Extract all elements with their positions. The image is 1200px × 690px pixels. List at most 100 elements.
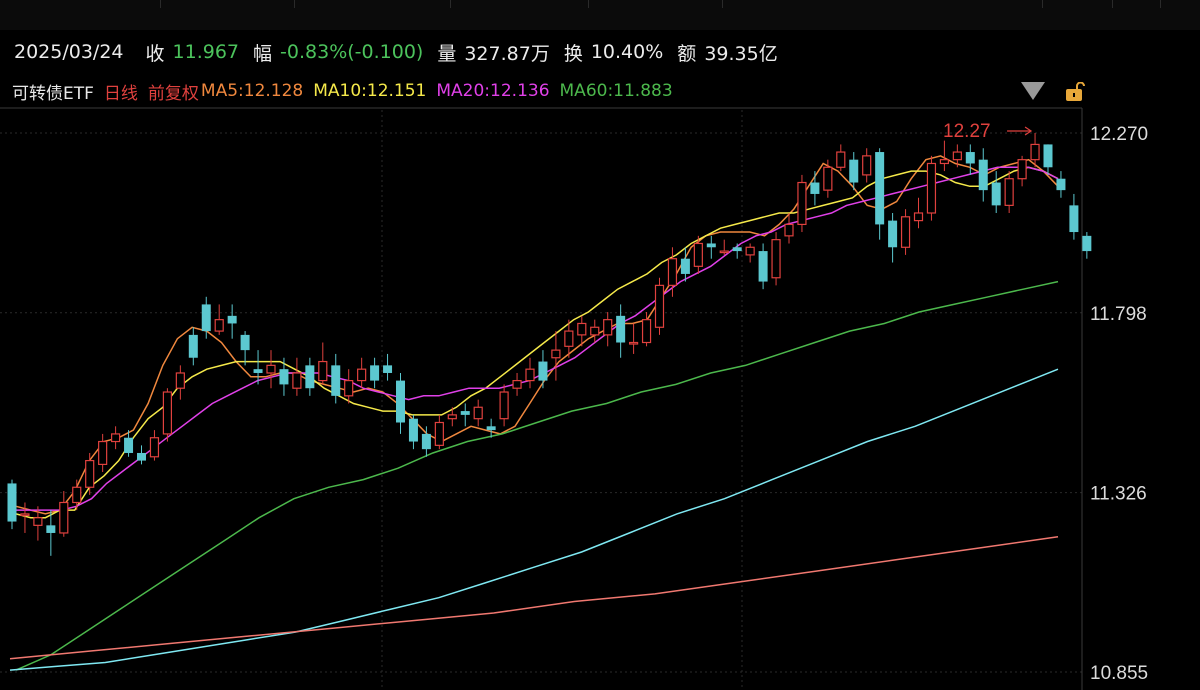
candle-body-down [408, 418, 418, 442]
candle [421, 426, 431, 457]
candle-body-down [538, 361, 548, 381]
candle [900, 209, 911, 255]
candle [370, 357, 380, 389]
dropdown-triangle-icon[interactable] [1021, 82, 1045, 100]
period-selector[interactable]: 日线 [103, 83, 138, 104]
chart-grid [0, 107, 1083, 690]
candle [305, 357, 315, 396]
candle-body-down [875, 152, 885, 225]
candle [1030, 133, 1040, 168]
candle-body-up [33, 517, 43, 526]
candle [797, 174, 807, 233]
candle [1017, 155, 1027, 187]
candle [357, 357, 367, 389]
candle-body-up [512, 379, 522, 389]
candle-body-down [758, 251, 768, 282]
candle [577, 315, 587, 347]
candle-body-down [1082, 235, 1092, 252]
candle [124, 430, 134, 457]
max-price-annotation: 12.27 [943, 121, 1033, 142]
candle-body-up [357, 368, 367, 382]
quote-info-bar: 2025/03/24 收 11.967 幅 -0.83%(-0.100) 量 3… [14, 38, 778, 66]
candle [1056, 171, 1066, 198]
turnover-value: 10.40% [590, 41, 664, 63]
candle-body-up [641, 319, 652, 344]
candle-body-up [836, 151, 846, 168]
candle-body-down [460, 411, 470, 415]
ma-line-ma60 [15, 280, 1059, 671]
candle-body-up [162, 391, 172, 435]
tab-divider [450, 0, 451, 8]
adjust-selector[interactable]: 前复权 [147, 83, 199, 104]
candle [486, 418, 496, 438]
candle-body-up [85, 459, 95, 488]
ma-line-ma20 [16, 166, 1059, 511]
candle-body-down [706, 243, 716, 248]
candle [266, 350, 276, 389]
candle [952, 144, 962, 168]
candle-body-down [396, 380, 405, 423]
candle [175, 365, 185, 400]
candle [991, 171, 1001, 213]
candle-body-down [227, 315, 237, 324]
turnover-label: 换 [563, 42, 583, 65]
close-label: 收 [145, 42, 165, 65]
candle [512, 372, 522, 396]
candle-body-up [344, 379, 354, 397]
candle [667, 247, 678, 297]
candle-body-down [421, 433, 431, 450]
candle [227, 304, 237, 339]
ma-legend: 可转债ETF 日线 前复权 MA5:12.128 MA10:12.151 MA2… [12, 78, 683, 104]
candlesticks [7, 133, 1092, 556]
y-tick-label: 11.798 [1090, 304, 1147, 325]
candle [758, 243, 768, 290]
candle-body-up [525, 368, 535, 382]
candle-body-up [784, 223, 794, 237]
candle [810, 171, 820, 206]
candle [849, 152, 859, 191]
candle-body-up [745, 246, 755, 256]
candle [926, 155, 937, 221]
candle-body-down [991, 182, 1001, 206]
candle-body-down [1056, 178, 1066, 191]
candle-body-up [654, 284, 665, 328]
candle [408, 414, 418, 450]
ma10-legend: MA10:12.151 [313, 81, 427, 101]
candle [473, 399, 483, 427]
moving-average-lines [9, 155, 1059, 671]
candle-body-down [240, 334, 250, 351]
candle-body-down [201, 304, 211, 332]
candle-body-up [862, 155, 872, 176]
candle [525, 357, 535, 389]
y-tick-label: 10.855 [1090, 663, 1148, 684]
tab-divider [160, 0, 161, 8]
candle [7, 479, 17, 530]
candle-body-up [149, 437, 160, 458]
amount-label: 额 [677, 42, 697, 65]
candle [603, 312, 613, 347]
candle [862, 148, 872, 183]
candle [292, 357, 302, 396]
candle-body-up [577, 322, 587, 336]
tab-divider [294, 0, 295, 8]
candle-body-down [978, 159, 988, 191]
candle [279, 357, 289, 396]
candle [46, 510, 56, 556]
candle [253, 350, 263, 385]
candle [240, 331, 250, 366]
max-price-label: 12.27 [943, 121, 991, 142]
lock-icon[interactable] [1064, 82, 1086, 102]
candle [732, 243, 742, 259]
candle [162, 388, 172, 442]
candle-body-down [732, 247, 742, 252]
tab-divider [588, 0, 589, 8]
candle-body-down [370, 365, 380, 381]
candle [939, 140, 950, 172]
candle-body-up [175, 372, 185, 389]
candle-body-up [110, 433, 121, 443]
candle-body-up [318, 360, 328, 382]
change-value: -0.83%(-0.100) [280, 41, 424, 63]
candle-body-down [810, 182, 820, 194]
ma-line-ma250 [9, 536, 1059, 660]
